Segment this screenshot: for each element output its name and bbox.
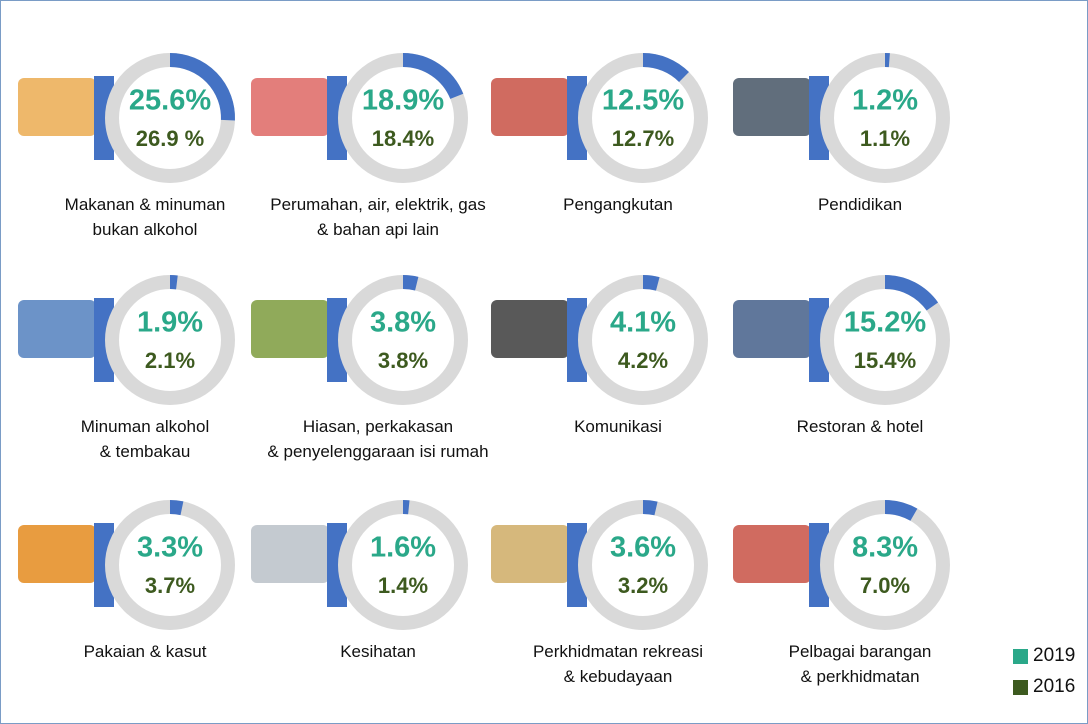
icon [491,525,569,583]
value-2019: 18.9% [362,85,444,117]
value-2016: 2.1% [145,348,195,373]
category-label: Makanan & minuman bukan alkohol [64,195,226,239]
value-2016: 7.0% [860,573,910,598]
value-2019: 1.9% [137,307,203,339]
donut-arc [402,53,464,100]
donut-ring [820,53,950,183]
icon [733,78,811,136]
donut-arc [642,500,658,516]
value-2016: 1.4% [378,573,428,598]
legend-label: 2019 [1033,645,1076,666]
donut-ring [338,275,468,405]
value-2016: 3.8% [378,348,428,373]
donut-ring [578,275,708,405]
icon [18,300,96,358]
donut-ring [338,500,468,630]
icon [251,78,329,136]
value-2016: 3.2% [618,573,668,598]
donut-arc [169,53,235,121]
value-2019: 3.8% [370,307,436,339]
donut-ring [820,500,950,630]
donut-arc [884,500,918,521]
value-2019: 15.2% [844,307,926,339]
value-2019: 25.6% [129,85,211,117]
value-2016: 15.4% [854,348,916,373]
icon [733,525,811,583]
value-2016: 18.4% [372,126,434,151]
category-label: Perkhidmatan rekreasi & kebudayaan [532,642,704,686]
value-2019: 4.1% [610,307,676,339]
value-2016: 26.9 % [136,126,205,151]
category-label: Kesihatan [340,642,416,661]
value-2019: 1.2% [852,85,918,117]
legend-swatch [1013,680,1028,695]
category-label: Pendidikan [817,195,903,214]
value-2019: 3.6% [610,532,676,564]
category-label: Perumahan, air, elektrik, gas & bahan ap… [270,195,486,239]
legend-swatch [1013,649,1028,664]
icon [251,525,329,583]
category-label: Minuman alkohol & tembakau [80,417,210,461]
icon [18,78,96,136]
icon [251,300,329,358]
icon [733,300,811,358]
icon [18,525,96,583]
value-2016: 1.1% [860,126,910,151]
donut-arc [884,275,939,311]
category-label: Komunikasi [574,417,662,436]
donut-arc [642,53,689,83]
donut-ring [578,500,708,630]
category-label: Pengangkutan [563,195,673,214]
value-2019: 8.3% [852,532,918,564]
value-2016: 3.7% [145,573,195,598]
category-label: Hiasan, perkakasan & penyelenggaraan isi… [267,417,489,461]
icon [491,300,569,358]
donut-arc [402,275,419,291]
value-2016: 4.2% [618,348,668,373]
donut-arc [642,275,660,291]
value-2019: 3.3% [137,532,203,564]
donut-ring [105,500,235,630]
icon [491,78,569,136]
value-2019: 12.5% [602,85,684,117]
donut-ring [105,275,235,405]
value-2016: 12.7% [612,126,674,151]
category-label: Restoran & hotel [796,417,924,436]
value-2019: 1.6% [370,532,436,564]
donut-arc [169,500,184,516]
legend-label: 2016 [1033,676,1076,697]
category-label: Pelbagai barangan & perkhidmatan [788,642,932,686]
category-label: Pakaian & kasut [83,642,207,661]
